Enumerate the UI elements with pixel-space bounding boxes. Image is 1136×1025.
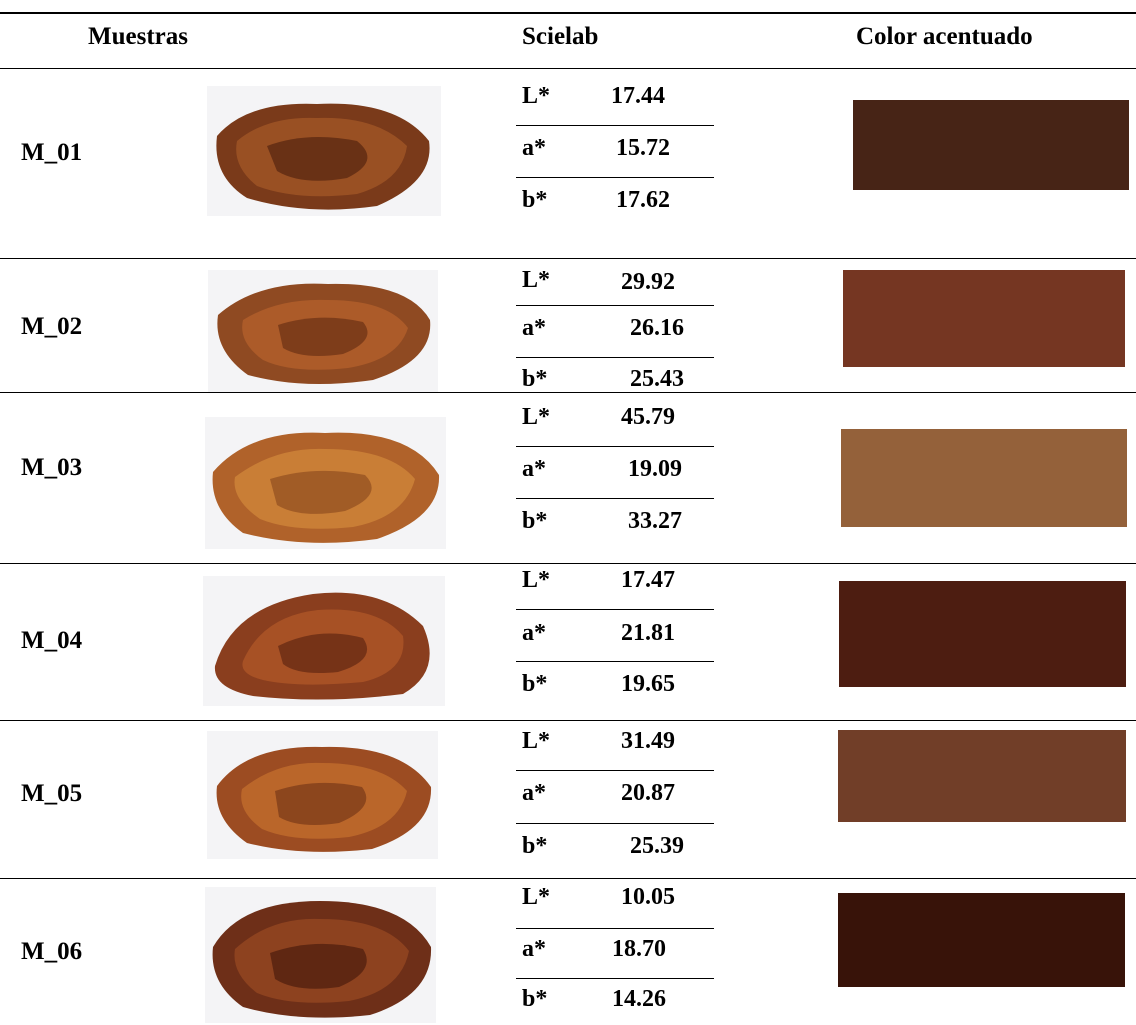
lab-key: L* xyxy=(522,728,551,754)
sample-row: M_06 L* 10.05 a* 18.70 b* 14.26 xyxy=(0,879,1136,1025)
lab-value: 18.70 xyxy=(612,936,666,962)
lab-value: 10.05 xyxy=(621,884,675,910)
header-rule xyxy=(0,68,1136,69)
sample-photo xyxy=(205,887,436,1023)
top-rule xyxy=(0,12,1136,14)
row-rule xyxy=(0,258,1136,259)
lab-key: a* xyxy=(522,780,546,806)
accent-color-swatch xyxy=(838,730,1126,822)
accent-color-swatch xyxy=(853,100,1129,190)
lab-key: a* xyxy=(522,936,546,962)
lab-divider xyxy=(516,661,714,662)
sample-row: M_04 L* 17.47 a* 21.81 b* 19.65 xyxy=(0,564,1136,706)
lab-divider xyxy=(516,177,714,178)
lab-key: L* xyxy=(522,267,551,293)
lab-key: L* xyxy=(522,884,551,910)
lab-divider xyxy=(516,357,714,358)
header-accent-color: Color acentuado xyxy=(856,23,1033,50)
sample-photo xyxy=(208,270,438,392)
sample-label: M_05 xyxy=(21,780,83,807)
row-rule xyxy=(0,878,1136,879)
sample-label: M_01 xyxy=(21,139,83,166)
sample-label: M_02 xyxy=(21,313,83,340)
lab-key: b* xyxy=(522,508,548,534)
lab-value: 45.79 xyxy=(621,404,675,430)
lab-value: 25.43 xyxy=(630,366,684,392)
lab-key: b* xyxy=(522,671,548,697)
lab-divider xyxy=(516,125,714,126)
row-rule xyxy=(0,563,1136,564)
header-samples: Muestras xyxy=(88,23,188,50)
lab-value: 20.87 xyxy=(621,780,675,806)
lab-divider xyxy=(516,928,714,929)
accent-color-swatch xyxy=(843,270,1125,367)
lab-value: 17.44 xyxy=(611,83,665,109)
lab-value: 25.39 xyxy=(630,833,684,859)
lab-value: 17.47 xyxy=(621,567,675,593)
accent-color-swatch xyxy=(838,893,1125,987)
lab-divider xyxy=(516,978,714,979)
sample-row: M_05 L* 31.49 a* 20.87 b* 25.39 xyxy=(0,721,1136,865)
lab-value: 26.16 xyxy=(630,315,684,341)
lab-key: L* xyxy=(522,404,551,430)
lab-value: 31.49 xyxy=(621,728,675,754)
lab-key: b* xyxy=(522,366,548,392)
lab-divider xyxy=(516,770,714,771)
lab-key: b* xyxy=(522,986,548,1012)
sample-photo xyxy=(203,576,445,706)
accent-color-swatch xyxy=(841,429,1127,527)
lab-value: 15.72 xyxy=(616,135,670,161)
lab-key: a* xyxy=(522,135,546,161)
lab-value: 33.27 xyxy=(628,508,682,534)
row-rule xyxy=(0,720,1136,721)
accent-color-swatch xyxy=(839,581,1126,687)
lab-key: a* xyxy=(522,620,546,646)
sample-label: M_04 xyxy=(21,627,83,654)
sample-row: M_03 L* 45.79 a* 19.09 b* 33.27 xyxy=(0,393,1136,551)
sample-label: M_06 xyxy=(21,938,83,965)
sample-row: M_02 L* 29.92 a* 26.16 b* 25.43 xyxy=(0,258,1136,392)
sample-row: M_01 L* 17.44 a* 15.72 b* 17.62 xyxy=(0,72,1136,232)
lab-value: 19.09 xyxy=(628,456,682,482)
lab-key: a* xyxy=(522,315,546,341)
lab-key: b* xyxy=(522,833,548,859)
lab-value: 29.92 xyxy=(621,269,675,295)
lab-divider xyxy=(516,305,714,306)
row-rule xyxy=(0,392,1136,393)
sample-photo xyxy=(207,86,441,216)
sample-label: M_03 xyxy=(21,454,83,481)
sample-photo xyxy=(205,417,446,549)
lab-key: a* xyxy=(522,456,546,482)
lab-key: L* xyxy=(522,567,551,593)
lab-divider xyxy=(516,498,714,499)
lab-value: 21.81 xyxy=(621,620,675,646)
lab-value: 17.62 xyxy=(616,187,670,213)
lab-value: 19.65 xyxy=(621,671,675,697)
lab-divider xyxy=(516,823,714,824)
lab-divider xyxy=(516,446,714,447)
lab-key: L* xyxy=(522,83,551,109)
sample-photo xyxy=(207,731,438,859)
lab-value: 14.26 xyxy=(612,986,666,1012)
lab-key: b* xyxy=(522,187,548,213)
header-scielab: Scielab xyxy=(522,23,599,50)
lab-divider xyxy=(516,609,714,610)
